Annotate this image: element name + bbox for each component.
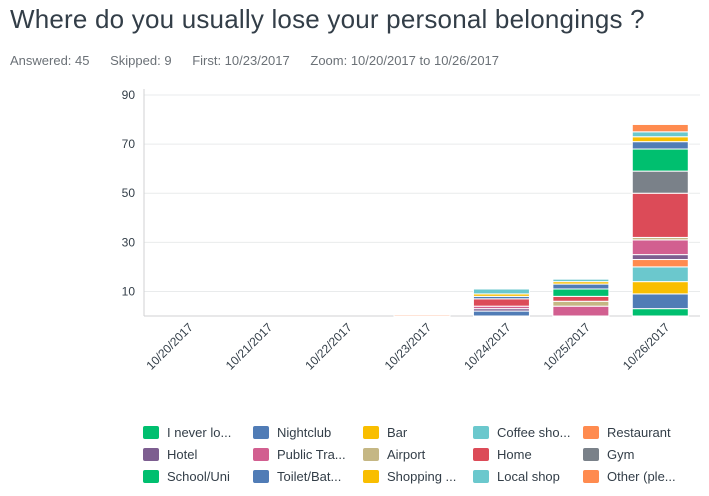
page-title: Where do you usually lose your personal … (10, 4, 645, 34)
y-tick-label: 50 (122, 186, 136, 200)
bar-segment[interactable] (631, 281, 689, 295)
bar-segment[interactable] (552, 305, 610, 317)
bar-segment[interactable] (631, 293, 689, 310)
bar-segment[interactable] (552, 300, 610, 307)
legend-swatch (583, 470, 599, 483)
zoom-range[interactable]: Zoom: 10/20/2017 to 10/26/2017 (310, 53, 500, 68)
answered-count: Answered: 45 (10, 53, 90, 68)
x-tick-label: 10/20/2017 (143, 320, 196, 373)
bar-segment[interactable] (552, 288, 610, 297)
x-tick-label: 10/23/2017 (382, 320, 435, 373)
bar-segment[interactable] (631, 136, 689, 143)
legend-label: Shopping ... (387, 469, 457, 484)
stats-bar: Answered: 45 Skipped: 9 First: 10/23/201… (10, 53, 516, 68)
bar-segment[interactable] (631, 141, 689, 150)
bar-segment[interactable] (631, 131, 689, 138)
first-date: First: 10/23/2017 (192, 53, 290, 68)
legend-swatch (473, 470, 489, 483)
skipped-count: Skipped: 9 (110, 53, 172, 68)
x-tick-label: 10/24/2017 (461, 320, 514, 373)
bar-segment[interactable] (631, 254, 689, 261)
bar-segment[interactable] (552, 283, 610, 290)
legend-label: Public Tra... (277, 447, 346, 462)
y-tick-label: 30 (122, 235, 136, 249)
bar-stack[interactable] (631, 123, 689, 317)
legend-label: Other (ple... (607, 469, 676, 484)
legend-swatch (473, 448, 489, 461)
legend-swatch (473, 426, 489, 439)
legend-swatch (583, 448, 599, 461)
bar-segment[interactable] (393, 314, 451, 317)
bar-stack[interactable] (472, 288, 530, 317)
legend-swatch (253, 448, 269, 461)
bar-segment[interactable] (472, 298, 530, 307)
bar-segment[interactable] (631, 259, 689, 268)
bar-segment[interactable] (631, 266, 689, 283)
bar-segment[interactable] (631, 308, 689, 317)
y-tick-label: 70 (122, 137, 136, 151)
bar-stack[interactable] (552, 278, 610, 317)
bar-segment[interactable] (631, 192, 689, 238)
legend-label: I never lo... (167, 425, 232, 440)
stacked-bar-chart: 10 30 50 70 90 10/20/2017 10/21/2017 10/22/2017… (122, 88, 700, 373)
x-tick-label: 10/26/2017 (620, 320, 673, 373)
y-tick-label: 10 (122, 284, 136, 298)
legend-label: Restaurant (607, 425, 671, 440)
bar-stack[interactable] (393, 314, 451, 317)
bar-segment[interactable] (631, 170, 689, 194)
legend-swatch (363, 426, 379, 439)
legend-label: Nightclub (277, 425, 332, 440)
legend-label: Gym (607, 447, 635, 462)
x-tick-label: 10/22/2017 (302, 320, 355, 373)
legend-swatch (253, 470, 269, 483)
legend-swatch (583, 426, 599, 439)
bar-segment[interactable] (552, 278, 610, 283)
bar-segment[interactable] (631, 239, 689, 256)
bar-segment[interactable] (631, 123, 689, 133)
y-tick-label: 90 (122, 88, 136, 102)
legend-swatch (143, 470, 159, 483)
legend-label: Local shop (497, 469, 560, 484)
legend-swatch (143, 426, 159, 439)
legend-swatch (363, 448, 379, 461)
bar-segment[interactable] (472, 288, 530, 295)
legend-label: Home (497, 447, 532, 462)
bar-segment[interactable] (552, 295, 610, 302)
legend-label: Toilet/Bat... (277, 469, 342, 484)
legend-swatch (253, 426, 269, 439)
legend-swatch (363, 470, 379, 483)
legend-label: Bar (387, 425, 408, 440)
legend-label: Airport (387, 447, 426, 462)
bar-segment[interactable] (631, 148, 689, 172)
legend-label: School/Uni (167, 469, 230, 484)
x-tick-label: 10/25/2017 (541, 320, 594, 373)
x-tick-label: 10/21/2017 (223, 320, 276, 373)
legend-label: Coffee sho... (497, 425, 571, 440)
legend-swatch (143, 448, 159, 461)
legend-label: Hotel (167, 447, 198, 462)
bar-segment[interactable] (472, 310, 530, 317)
